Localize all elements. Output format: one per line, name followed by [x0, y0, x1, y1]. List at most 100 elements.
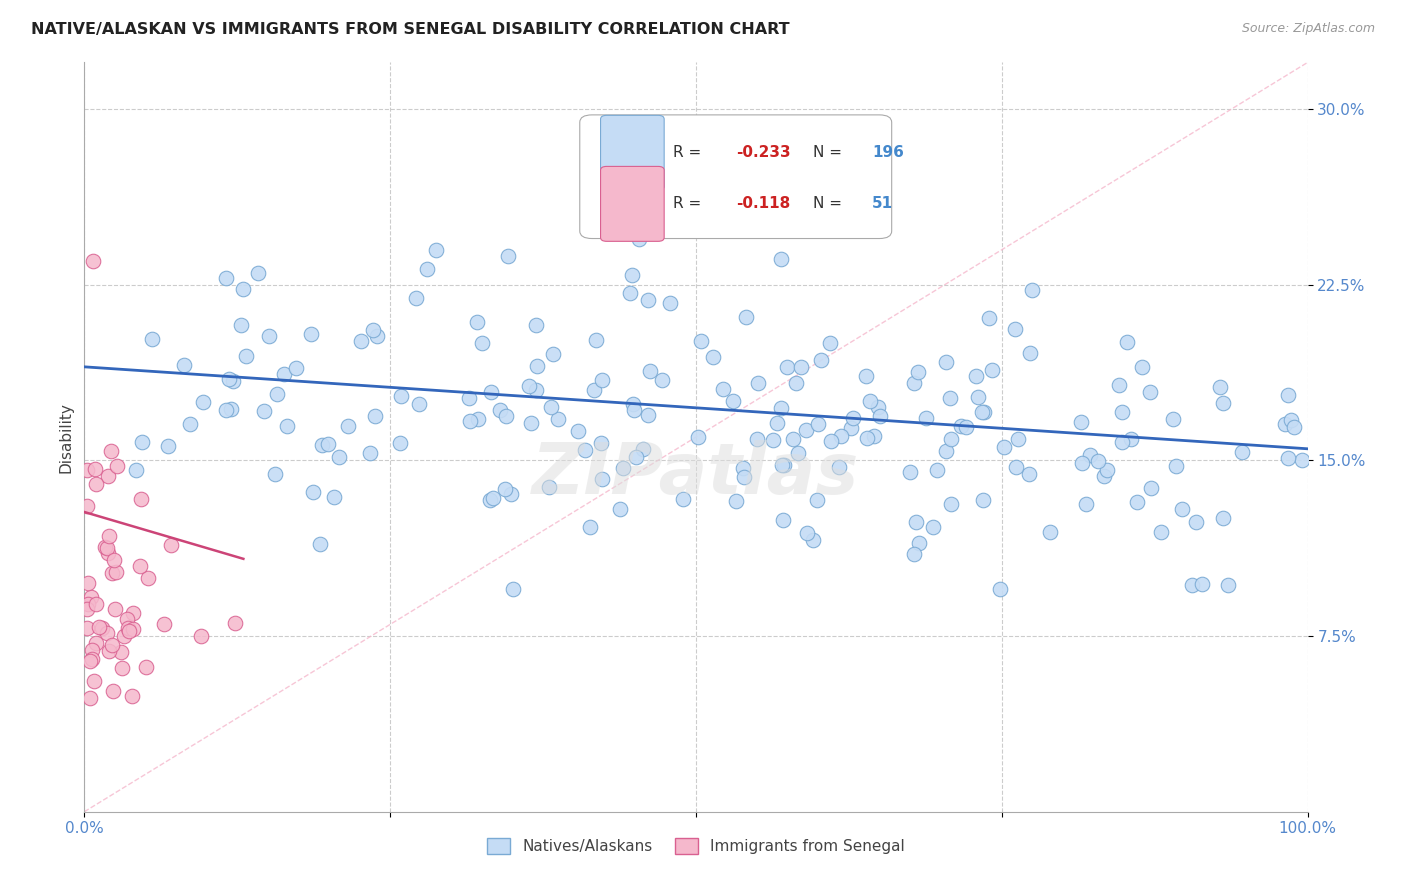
Point: [82, 254, 104, 268]
Point: [128, 558, 150, 573]
Point: [471, 335, 494, 350]
Point: [83, 673, 105, 688]
Point: [494, 482, 516, 496]
Point: [935, 444, 957, 458]
Point: [246, 266, 269, 280]
Point: [790, 359, 813, 374]
Point: [988, 582, 1011, 597]
Text: R =: R =: [672, 196, 710, 211]
Point: [967, 390, 990, 404]
Point: [524, 318, 547, 333]
Legend: Natives/Alaskans, Immigrants from Senegal: Natives/Alaskans, Immigrants from Senega…: [481, 832, 911, 860]
Point: [101, 638, 124, 652]
Point: [416, 262, 439, 277]
Point: [323, 491, 346, 505]
Point: [903, 547, 925, 561]
Point: [520, 417, 543, 431]
Point: [842, 411, 865, 425]
Point: [359, 446, 381, 460]
Point: [76, 499, 98, 513]
Point: [785, 376, 807, 391]
FancyBboxPatch shape: [600, 115, 664, 190]
Point: [1125, 495, 1147, 509]
Point: [465, 314, 488, 328]
Point: [87, 620, 110, 634]
Point: [907, 365, 929, 379]
Point: [111, 661, 134, 675]
Point: [612, 460, 634, 475]
Point: [672, 491, 695, 506]
Point: [215, 270, 238, 285]
Point: [1282, 420, 1305, 434]
Point: [686, 430, 709, 444]
Point: [806, 417, 828, 431]
Point: [659, 296, 682, 310]
Point: [489, 403, 512, 417]
Point: [1092, 469, 1115, 483]
Point: [1021, 283, 1043, 297]
Point: [773, 458, 796, 472]
Point: [1279, 413, 1302, 427]
Point: [80, 642, 103, 657]
Point: [1277, 451, 1299, 466]
Point: [388, 436, 411, 450]
Text: Source: ZipAtlas.com: Source: ZipAtlas.com: [1241, 22, 1375, 36]
Point: [389, 389, 412, 403]
Point: [76, 621, 98, 635]
Point: [733, 470, 755, 484]
Point: [589, 435, 612, 450]
Point: [235, 349, 257, 363]
Point: [782, 432, 804, 446]
Point: [222, 375, 245, 389]
Point: [502, 582, 524, 597]
Point: [993, 440, 1015, 454]
Text: -0.233: -0.233: [737, 145, 792, 161]
Point: [1212, 511, 1234, 525]
Point: [733, 461, 755, 475]
Point: [1018, 467, 1040, 481]
Point: [747, 376, 769, 390]
Point: [1150, 524, 1173, 539]
Point: [574, 443, 596, 458]
Point: [1191, 576, 1213, 591]
Text: 51: 51: [872, 196, 893, 211]
Point: [179, 417, 201, 431]
Point: [479, 384, 502, 399]
Point: [316, 437, 339, 451]
Point: [628, 232, 651, 246]
Point: [796, 525, 818, 540]
Point: [118, 624, 141, 638]
Point: [408, 397, 430, 411]
Point: [479, 493, 502, 508]
Point: [1004, 322, 1026, 336]
Point: [467, 411, 489, 425]
Point: [1277, 388, 1299, 402]
Point: [1007, 432, 1029, 446]
Point: [1039, 525, 1062, 540]
Point: [765, 416, 787, 430]
Point: [253, 404, 276, 418]
Point: [762, 433, 785, 447]
Point: [284, 360, 307, 375]
Point: [190, 629, 212, 643]
Point: [839, 420, 862, 434]
Point: [898, 466, 921, 480]
Point: [501, 487, 523, 501]
Y-axis label: Disability: Disability: [58, 401, 73, 473]
Point: [232, 282, 254, 296]
Point: [955, 420, 977, 434]
Point: [973, 405, 995, 419]
Point: [828, 459, 851, 474]
Point: [950, 419, 973, 434]
Point: [84, 636, 107, 650]
Point: [979, 311, 1001, 326]
Point: [637, 293, 659, 307]
Point: [425, 243, 447, 257]
Point: [76, 463, 98, 477]
Point: [724, 494, 747, 508]
Point: [94, 541, 117, 555]
Point: [156, 439, 179, 453]
Point: [939, 496, 962, 510]
Text: -0.118: -0.118: [737, 196, 790, 211]
Point: [82, 652, 104, 666]
